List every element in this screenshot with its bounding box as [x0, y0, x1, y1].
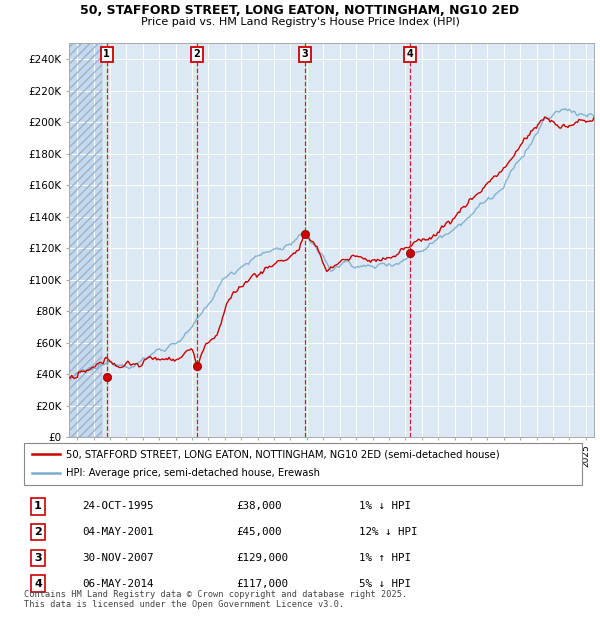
Text: 1% ↑ HPI: 1% ↑ HPI: [359, 553, 411, 563]
Text: 04-MAY-2001: 04-MAY-2001: [83, 527, 154, 537]
Text: 50, STAFFORD STREET, LONG EATON, NOTTINGHAM, NG10 2ED (semi-detached house): 50, STAFFORD STREET, LONG EATON, NOTTING…: [66, 449, 499, 459]
Text: 24-OCT-1995: 24-OCT-1995: [83, 502, 154, 512]
Text: Price paid vs. HM Land Registry's House Price Index (HPI): Price paid vs. HM Land Registry's House …: [140, 17, 460, 27]
Text: HPI: Average price, semi-detached house, Erewash: HPI: Average price, semi-detached house,…: [66, 469, 320, 479]
Text: 4: 4: [407, 50, 413, 60]
Text: 4: 4: [34, 578, 42, 589]
Text: 1: 1: [34, 502, 42, 512]
Text: 1% ↓ HPI: 1% ↓ HPI: [359, 502, 411, 512]
Text: £45,000: £45,000: [236, 527, 281, 537]
Text: 06-MAY-2014: 06-MAY-2014: [83, 578, 154, 589]
Text: 2: 2: [194, 50, 200, 60]
Text: £117,000: £117,000: [236, 578, 288, 589]
FancyBboxPatch shape: [24, 443, 582, 485]
Text: 1: 1: [103, 50, 110, 60]
Text: £38,000: £38,000: [236, 502, 281, 512]
Text: £129,000: £129,000: [236, 553, 288, 563]
Text: 3: 3: [34, 553, 42, 563]
Text: 30-NOV-2007: 30-NOV-2007: [83, 553, 154, 563]
Text: Contains HM Land Registry data © Crown copyright and database right 2025.
This d: Contains HM Land Registry data © Crown c…: [24, 590, 407, 609]
Text: 50, STAFFORD STREET, LONG EATON, NOTTINGHAM, NG10 2ED: 50, STAFFORD STREET, LONG EATON, NOTTING…: [80, 4, 520, 17]
Text: 5% ↓ HPI: 5% ↓ HPI: [359, 578, 411, 589]
Text: 3: 3: [302, 50, 308, 60]
Text: 2: 2: [34, 527, 42, 537]
Text: 12% ↓ HPI: 12% ↓ HPI: [359, 527, 418, 537]
